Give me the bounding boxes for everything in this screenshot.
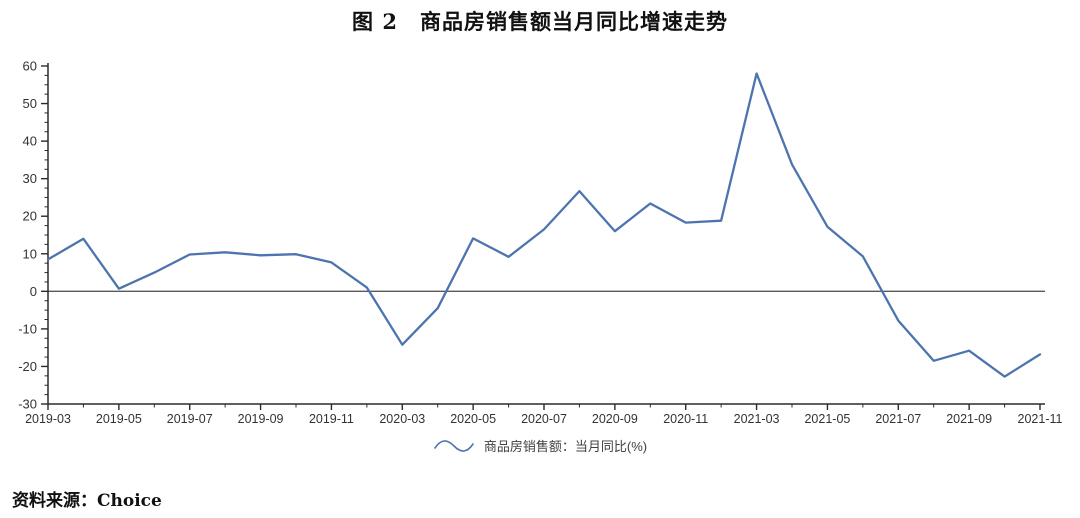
y-tick-label: 20 [23, 209, 37, 224]
x-tick-label: 2019-05 [96, 412, 142, 426]
x-tick-label: 2019-03 [25, 412, 71, 426]
x-tick-label: 2019-09 [238, 412, 284, 426]
legend: 商品房销售额：当月同比(%) [0, 436, 1080, 455]
y-tick-label: 50 [23, 96, 37, 111]
y-tick-label: -10 [18, 321, 37, 336]
y-tick-label: 10 [23, 246, 37, 261]
y-tick-label: -30 [18, 397, 37, 412]
x-tick-label: 2020-09 [592, 412, 638, 426]
chart-title: 图 2 商品房销售额当月同比增速走势 [352, 9, 728, 34]
x-tick-label: 2021-03 [734, 412, 780, 426]
y-tick-label: 40 [23, 134, 37, 149]
line-chart: -30 -20 -10 0 10 20 30 40 50 60 2019-03 2019-05 2019… [18, 59, 1063, 427]
x-tick-label: 2020-07 [521, 412, 567, 426]
x-tick-label: 2021-05 [804, 412, 850, 426]
x-tick-label: 2019-11 [309, 412, 354, 426]
y-tick-label: 30 [23, 171, 37, 186]
x-tick-label: 2019-07 [167, 412, 213, 426]
legend-line-icon [434, 439, 474, 452]
source-note: 资料来源：Choice [12, 491, 162, 511]
y-tick-label: 0 [30, 284, 37, 299]
x-tick-label: 2020-11 [663, 412, 708, 426]
x-tick-label: 2020-05 [450, 412, 496, 426]
x-tick-label: 2020-03 [379, 412, 425, 426]
x-tick-label: 2021-07 [875, 412, 921, 426]
x-tick-label: 2021-11 [1018, 412, 1063, 426]
series-line [46, 72, 1042, 378]
y-tick-label: 60 [23, 59, 37, 74]
x-tick-label: 2021-09 [946, 412, 992, 426]
y-tick-label: -20 [18, 359, 37, 374]
legend-label: 商品房销售额：当月同比(%) [483, 439, 648, 454]
